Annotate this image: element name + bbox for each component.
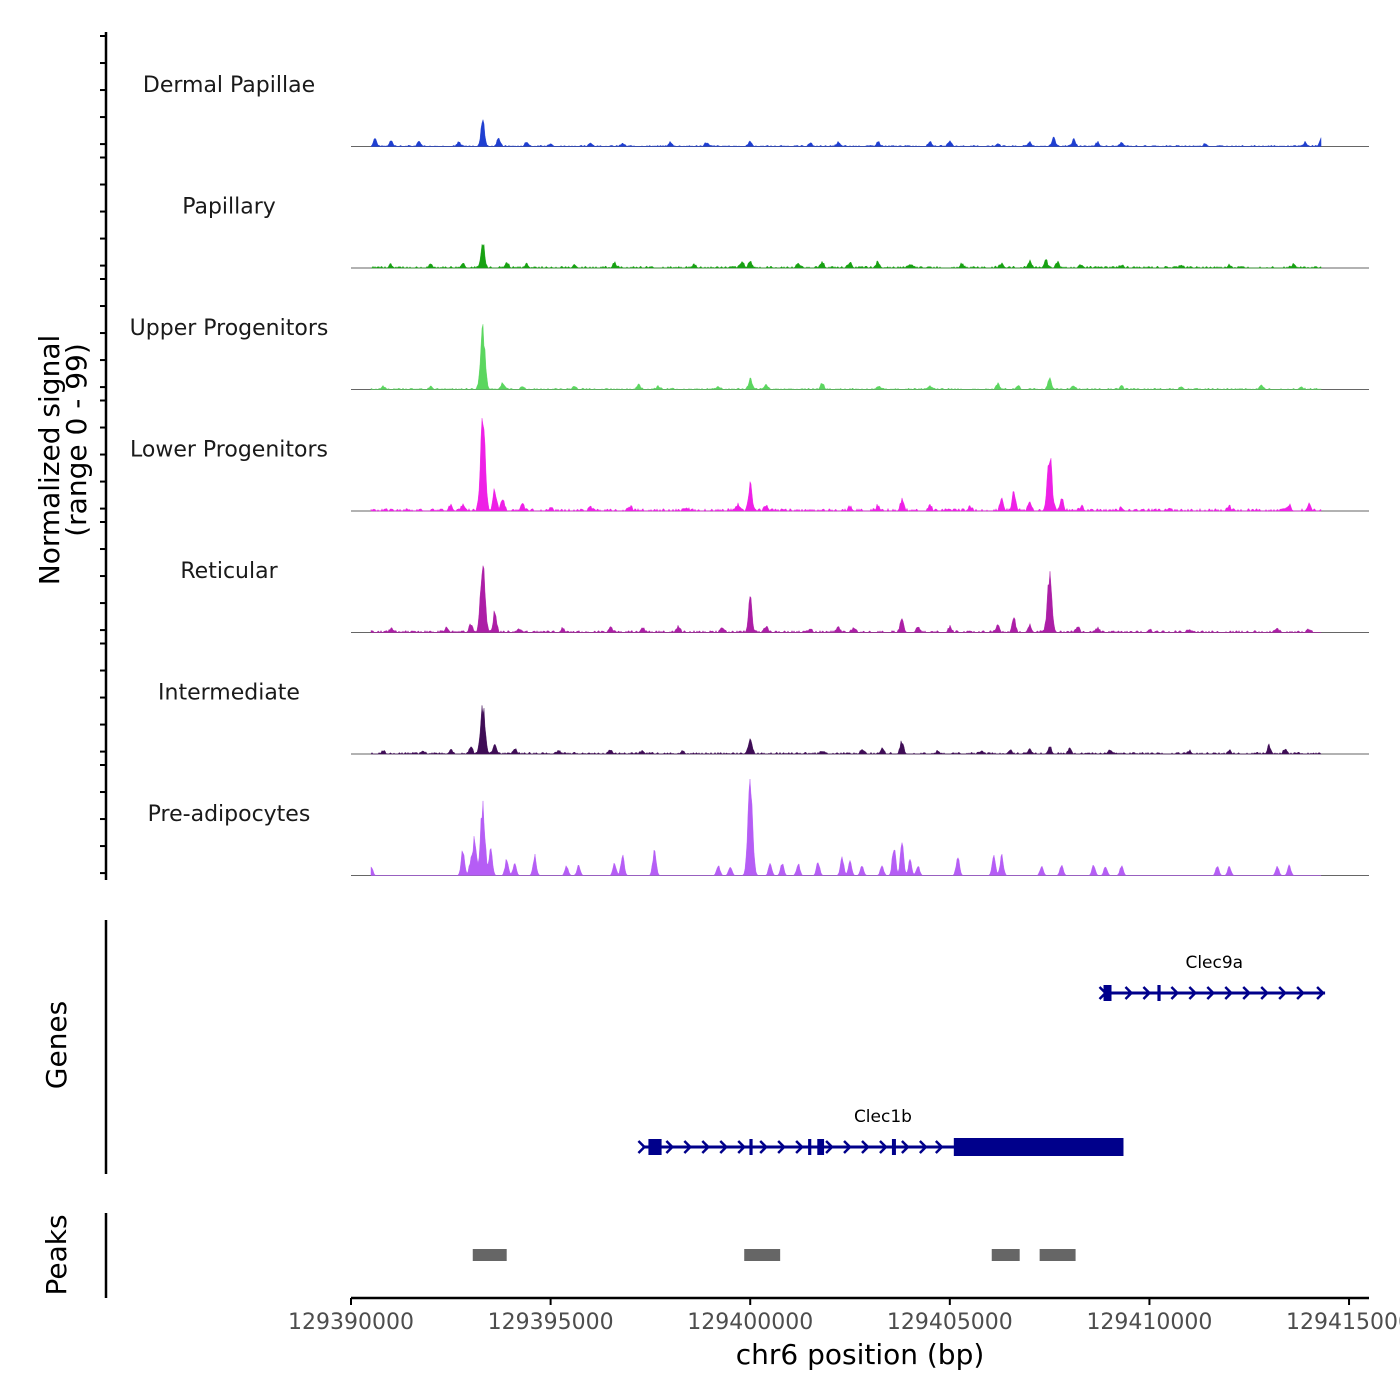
x-tick-label: 129390000 [288,1310,414,1335]
strand-arrow [1316,986,1325,1000]
strand-arrow [861,1140,870,1154]
strand-arrow [1170,986,1180,1000]
strand-arrow [665,1140,675,1154]
gene-track: Clec9a Clec1b [637,953,1326,1156]
peak-region [472,1249,507,1261]
signal-area [370,324,1322,390]
strand-arrow [719,1140,729,1154]
strand-arrow [777,1140,786,1154]
gene-exon [1103,985,1112,1001]
strand-arrow [1142,986,1152,1000]
strand-arrow [795,1140,804,1154]
gene-exon [648,1139,662,1155]
strand-arrow [1296,986,1305,1000]
strand-arrow [901,1140,910,1154]
strand-arrow [918,1140,928,1154]
gene-exon [1157,985,1161,1001]
x-tick-label: 129395000 [488,1310,614,1335]
gene-label: Clec1b [854,1107,912,1127]
strand-arrow [1188,986,1198,1000]
strand-arrow [1278,986,1287,1000]
track-label: Lower Progenitors [130,438,328,463]
x-axis-ticks: 129390000 129395000 129400000 129405000 1294… [288,1298,1400,1335]
strand-arrow [825,1140,834,1154]
gene-exon [808,1139,812,1155]
x-tick-label: 129410000 [1086,1310,1212,1335]
gene-exon [891,1139,896,1155]
track-label: Intermediate [158,681,300,706]
track-label: Upper Progenitors [130,316,329,341]
strand-arrow [843,1140,852,1154]
peak-region [991,1249,1020,1261]
gene-exon [749,1139,753,1155]
peak-track [472,1249,1076,1261]
track-label: Dermal Papillae [143,73,315,98]
genes-panel-title: Genes [40,1001,73,1089]
track-label: Pre-adipocytes [148,802,311,827]
x-axis-title: chr6 position (bp) [736,1338,985,1371]
gene-exon [817,1139,825,1155]
strand-arrow [1224,986,1234,1000]
gene-label: Clec9a [1185,953,1243,973]
strand-arrow [637,1140,647,1154]
peak-region [744,1249,781,1261]
strand-arrow [1206,986,1216,1000]
x-tick-label: 129400000 [687,1310,813,1335]
strand-arrow [759,1140,768,1154]
gene-thick-region [953,1138,1124,1156]
x-tick-label: 129405000 [887,1310,1013,1335]
strand-arrow [1260,986,1269,1000]
signal-tracks: Dermal Papillae Papillary Upper Progenitor… [130,73,1369,876]
track-label: Papillary [182,195,276,220]
signal-area [370,778,1322,876]
signal-area [370,565,1322,633]
y-axis-title-line1: Normalized signal [33,335,66,586]
strand-arrow [701,1140,711,1154]
signal-y-ticks [100,35,106,875]
strand-arrow [683,1140,693,1154]
strand-arrow [1242,986,1252,1000]
signal-area [370,118,1322,147]
signal-area [370,418,1322,512]
track-label: Reticular [180,559,278,584]
signal-area [370,243,1322,269]
strand-arrow [879,1140,888,1154]
strand-arrow [1098,986,1108,1000]
x-tick-label: 129415000 [1286,1310,1400,1335]
strand-arrow [934,1140,944,1154]
peak-region [1039,1249,1076,1261]
peaks-panel-title: Peaks [40,1214,73,1295]
strand-arrow [737,1140,746,1154]
strand-arrow [1124,986,1134,1000]
signal-area [370,705,1322,755]
y-axis-title-line2: (range 0 - 99) [60,343,93,537]
